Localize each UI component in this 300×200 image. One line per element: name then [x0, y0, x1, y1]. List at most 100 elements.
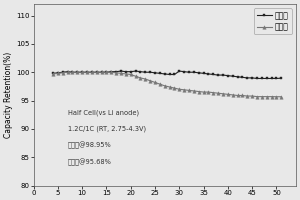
- 包覆后: [192, 71, 196, 73]
- 包覆后: [212, 73, 215, 76]
- 包覆后: [124, 70, 128, 73]
- 包覆后: [51, 72, 55, 75]
- 包覆后: [231, 75, 235, 77]
- Legend: 包覆后, 包覆前: 包覆后, 包覆前: [254, 8, 292, 34]
- 包覆前: [221, 93, 225, 95]
- 包覆前: [236, 94, 239, 97]
- 包覆前: [207, 91, 210, 93]
- 包覆后: [56, 72, 60, 74]
- 包覆前: [56, 72, 60, 75]
- 包覆前: [231, 94, 235, 96]
- 包覆前: [95, 71, 98, 73]
- 包覆前: [134, 75, 137, 77]
- 包覆前: [187, 89, 191, 92]
- 包覆后: [148, 71, 152, 73]
- 包覆前: [197, 90, 200, 93]
- Text: 包覆后@98.95%: 包覆后@98.95%: [68, 142, 112, 149]
- 包覆前: [280, 96, 283, 98]
- 包覆前: [245, 95, 249, 97]
- 包覆后: [163, 73, 166, 75]
- 包覆前: [163, 85, 166, 87]
- 包覆前: [178, 88, 181, 90]
- 包覆前: [139, 77, 142, 79]
- 包覆前: [61, 72, 64, 74]
- 包覆后: [265, 77, 268, 80]
- 包覆前: [76, 71, 79, 73]
- 包覆前: [143, 78, 147, 80]
- 包覆前: [124, 73, 128, 75]
- Text: 1.2C/1C (RT, 2.75-4.3V): 1.2C/1C (RT, 2.75-4.3V): [68, 126, 146, 132]
- 包覆后: [207, 73, 210, 75]
- 包覆后: [80, 71, 84, 73]
- 包覆后: [134, 70, 137, 72]
- 包覆前: [80, 71, 84, 73]
- 包覆后: [178, 70, 181, 72]
- 包覆后: [274, 77, 278, 80]
- Line: 包覆后: 包覆后: [52, 70, 283, 80]
- 包覆后: [197, 72, 200, 74]
- 包覆前: [250, 95, 254, 97]
- 包覆后: [90, 71, 94, 73]
- 包覆前: [153, 81, 157, 84]
- 包覆前: [71, 71, 74, 73]
- 包覆后: [119, 70, 123, 72]
- 包覆前: [105, 71, 108, 73]
- 包覆前: [265, 95, 268, 98]
- 包覆后: [153, 72, 157, 74]
- 包覆后: [61, 71, 64, 73]
- 包覆后: [270, 77, 273, 80]
- 包覆前: [148, 80, 152, 82]
- 包覆后: [241, 76, 244, 79]
- 包覆后: [168, 73, 171, 76]
- 包覆前: [241, 94, 244, 97]
- 包覆前: [114, 72, 118, 74]
- 包覆后: [182, 70, 186, 73]
- 包覆后: [114, 70, 118, 73]
- 包覆前: [274, 96, 278, 98]
- 包覆前: [85, 71, 89, 73]
- 包覆前: [255, 95, 259, 98]
- 包覆后: [221, 74, 225, 76]
- 包覆后: [129, 70, 133, 73]
- 包覆后: [95, 71, 98, 73]
- 包覆前: [182, 89, 186, 91]
- 包覆前: [110, 71, 113, 73]
- 包覆后: [158, 72, 162, 75]
- 包覆后: [110, 70, 113, 73]
- Text: Half Cell(vs Li anode): Half Cell(vs Li anode): [68, 109, 139, 116]
- 包覆前: [226, 93, 230, 96]
- 包覆前: [66, 71, 69, 73]
- 包覆后: [66, 70, 69, 73]
- Text: 包覆前@95.68%: 包覆前@95.68%: [68, 158, 112, 166]
- 包覆前: [260, 95, 264, 98]
- 包覆后: [172, 73, 176, 76]
- 包覆前: [202, 91, 206, 93]
- 包覆前: [168, 86, 171, 88]
- 包覆前: [129, 73, 133, 76]
- 包覆后: [250, 77, 254, 79]
- 包覆前: [119, 72, 123, 75]
- 包覆后: [187, 71, 191, 73]
- 包覆前: [192, 90, 196, 92]
- 包覆后: [255, 77, 259, 80]
- 包覆前: [51, 73, 55, 75]
- 包覆后: [236, 76, 239, 78]
- Y-axis label: Capacity Retention(%): Capacity Retention(%): [4, 52, 13, 138]
- 包覆后: [226, 74, 230, 77]
- 包覆后: [76, 71, 79, 73]
- 包覆后: [85, 71, 89, 73]
- 包覆前: [158, 83, 162, 85]
- 包覆后: [260, 77, 264, 80]
- 包覆后: [139, 70, 142, 73]
- 包覆前: [212, 91, 215, 94]
- 包覆后: [216, 74, 220, 76]
- 包覆前: [90, 71, 94, 73]
- 包覆后: [143, 71, 147, 73]
- 包覆前: [100, 71, 103, 73]
- 包覆后: [245, 77, 249, 79]
- Line: 包覆前: 包覆前: [51, 70, 283, 98]
- 包覆后: [202, 72, 206, 75]
- 包覆后: [71, 71, 74, 73]
- 包覆前: [216, 92, 220, 94]
- 包覆后: [280, 77, 283, 79]
